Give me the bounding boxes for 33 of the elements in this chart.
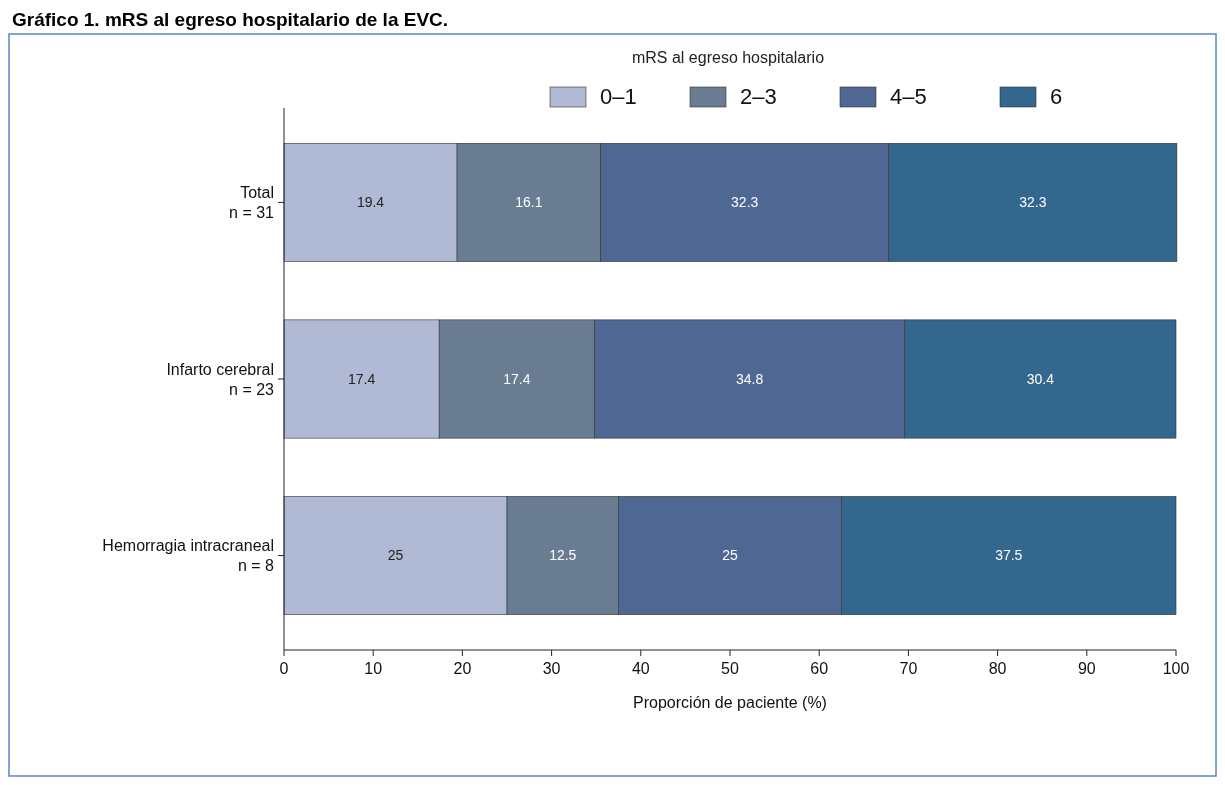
x-tick-label: 20 [453,660,472,677]
legend-label: 0–1 [600,84,637,109]
x-tick-label: 10 [364,660,383,677]
legend-label: 4–5 [890,84,927,109]
y-tick-label: Hemorragia intracraneal n = 8 [102,537,275,575]
x-tick-label: 90 [1077,660,1096,677]
x-tick-label: 0 [279,660,289,677]
data-label: 16.1 [515,194,543,211]
x-tick-label: 50 [721,660,739,677]
chart-title: Gráfico 1. mRS al egreso hospitalario de la EVC. [12,9,449,30]
data-label: 17.4 [347,370,376,387]
x-tick-label: 60 [810,660,829,677]
x-axis-title: Proporción de paciente (%) [633,694,827,711]
legend-label: 6 [1050,84,1063,109]
legend-label: 2–3 [740,84,777,109]
data-label: 34.8 [736,370,764,387]
x-tick-label: 70 [899,660,918,677]
data-label: 25 [387,547,404,564]
data-label: 32.3 [1019,194,1047,211]
x-tick-label: 40 [631,660,650,677]
x-tick-label: 100 [1162,660,1190,677]
data-label: 17.4 [503,370,531,387]
data-label: 37.5 [995,547,1023,564]
data-label: 32.3 [731,194,759,211]
data-label: 30.4 [1026,370,1055,387]
data-label: 25 [722,547,738,564]
y-tick-label: Infarto cerebral n = 23 [166,360,275,398]
x-tick-label: 30 [542,660,561,677]
data-label: 12.5 [549,547,577,564]
x-tick-label: 80 [988,660,1007,677]
data-label: 19.4 [356,194,385,211]
y-tick-label: Total n = 31 [229,184,275,222]
legend-title: mRS al egreso hospitalario [631,49,825,66]
